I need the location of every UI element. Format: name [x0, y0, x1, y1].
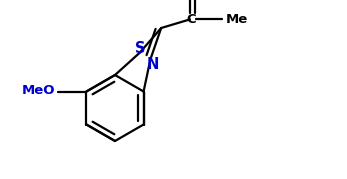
Text: C: C [186, 13, 196, 26]
Text: Me: Me [226, 13, 248, 26]
Text: N: N [146, 57, 159, 72]
Text: S: S [135, 41, 146, 56]
Text: MeO: MeO [22, 84, 56, 97]
